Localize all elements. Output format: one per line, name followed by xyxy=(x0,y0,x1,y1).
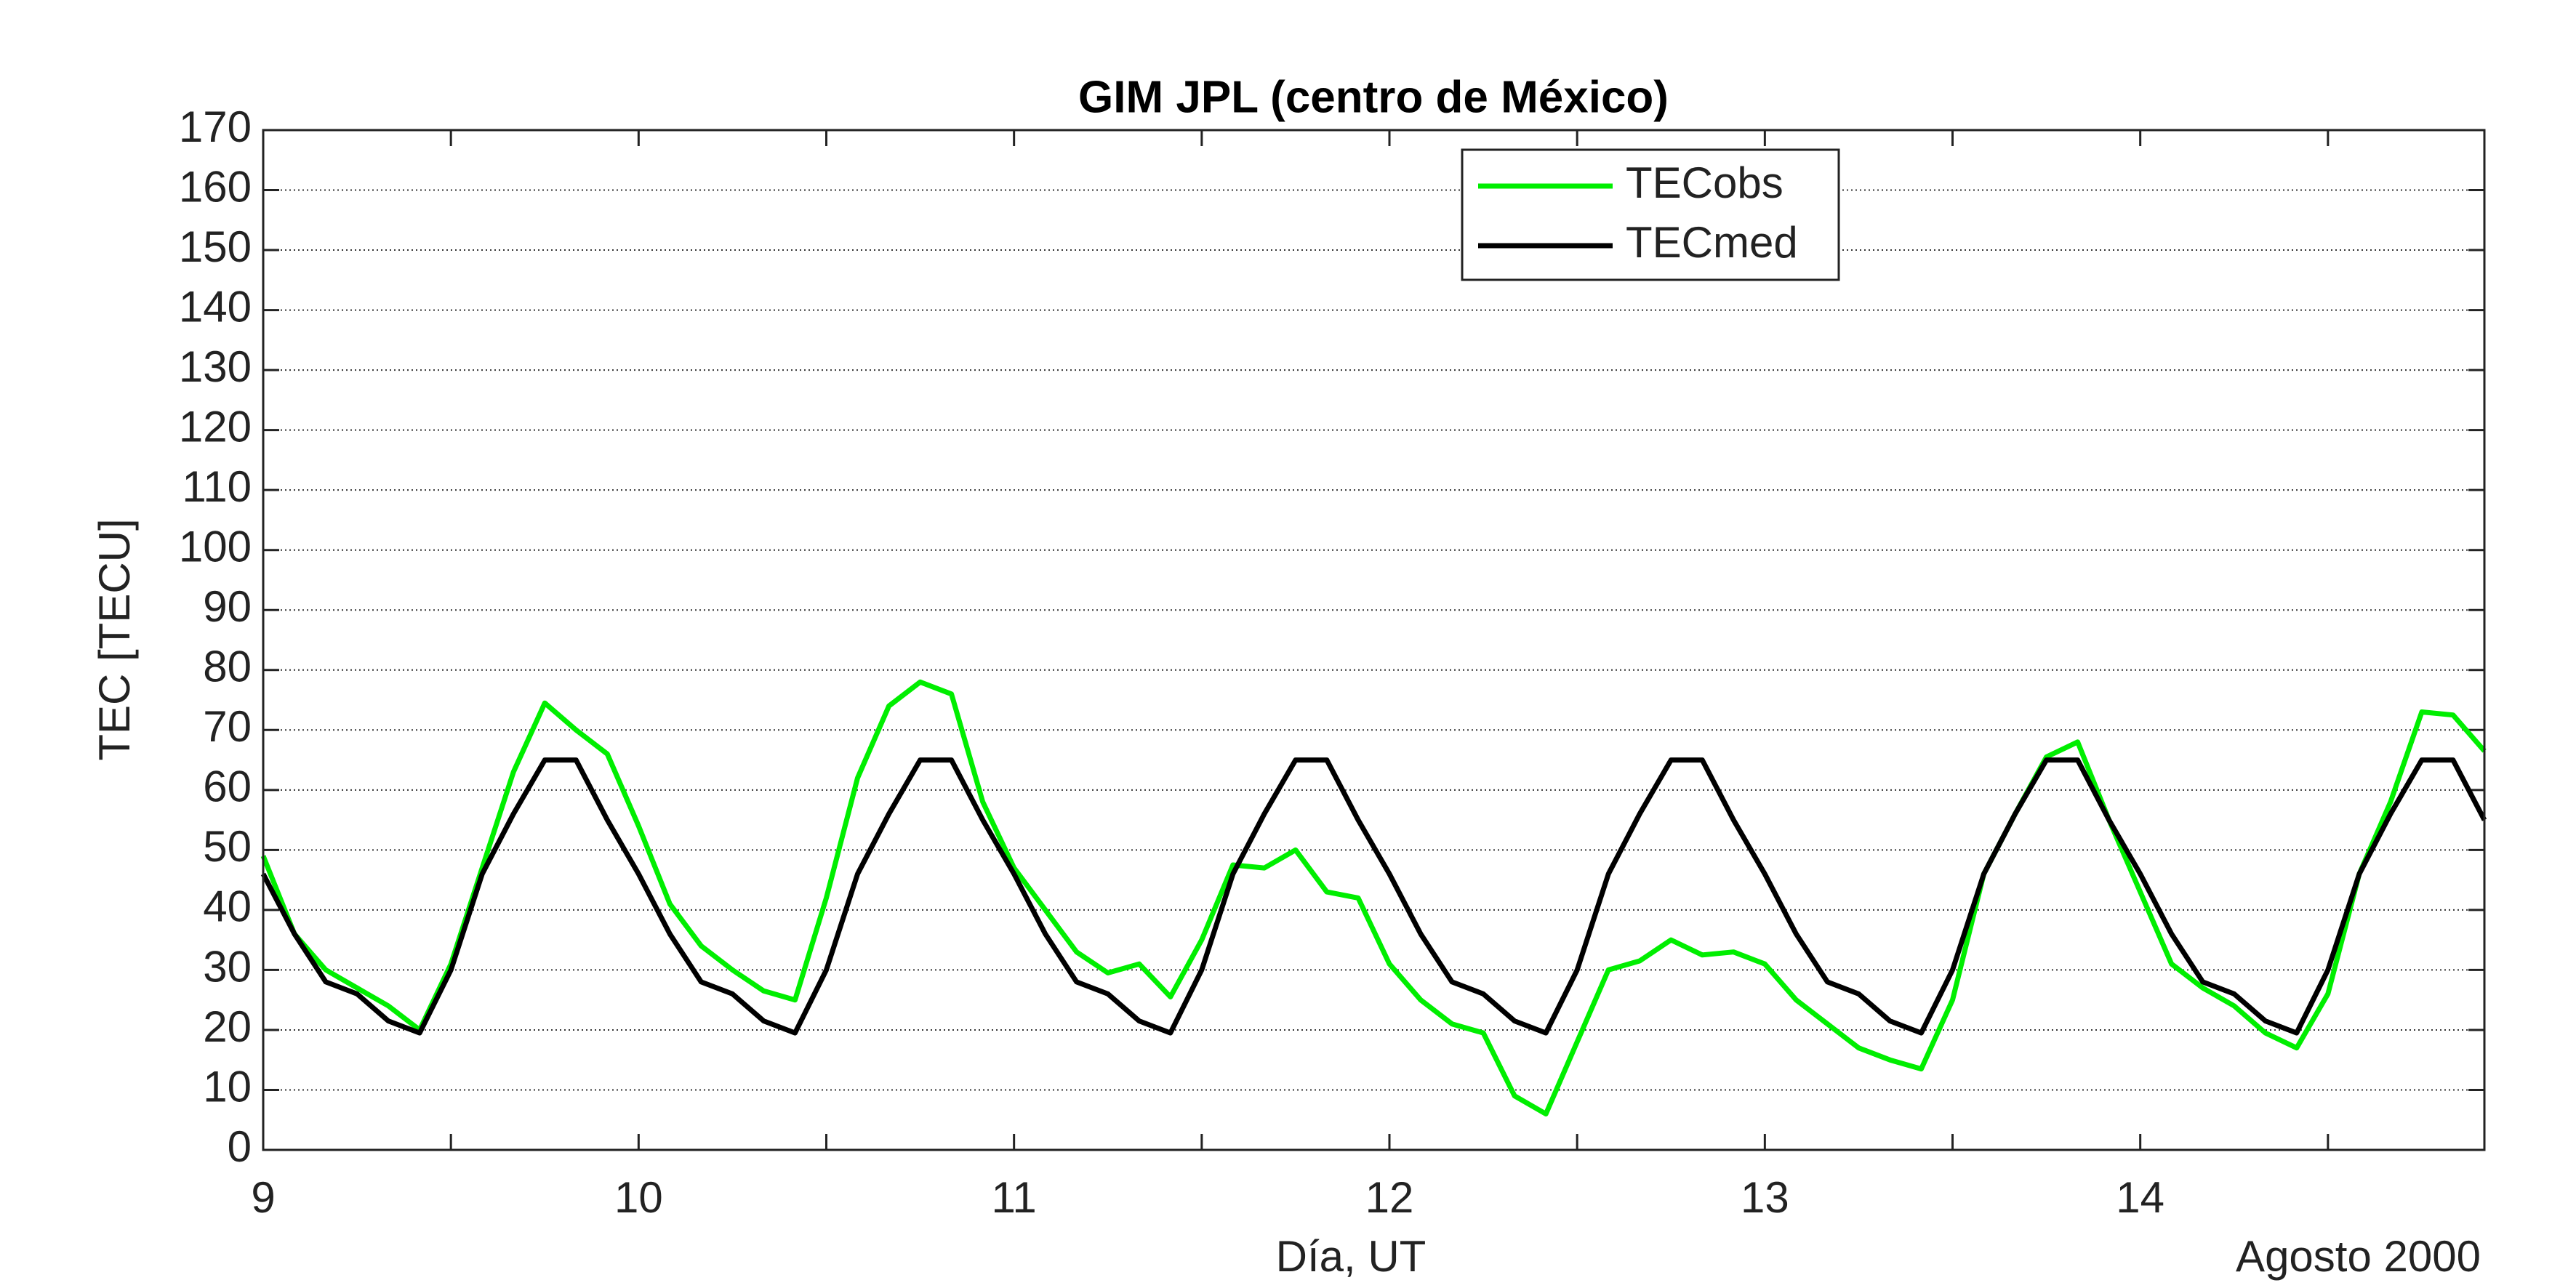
y-tick-label: 10 xyxy=(203,1062,252,1111)
y-tick-label: 50 xyxy=(203,822,252,871)
y-tick-label: 80 xyxy=(203,643,252,691)
y-axis-label: TEC [TECU] xyxy=(90,518,139,760)
y-tick-label: 170 xyxy=(179,102,252,151)
x-tick-label: 12 xyxy=(1365,1173,1414,1222)
plot-frame xyxy=(262,129,2486,1151)
y-tick-label: 110 xyxy=(182,462,252,511)
y-tick-label: 0 xyxy=(228,1122,252,1171)
legend-label: TECobs xyxy=(1626,158,1783,207)
data-line xyxy=(260,757,2487,1036)
y-tick-label: 140 xyxy=(179,282,252,331)
y-tick-label: 20 xyxy=(203,1002,252,1051)
y-tick-label: 130 xyxy=(179,342,252,391)
y-tick-label: 90 xyxy=(203,582,252,631)
y-tick-label: 60 xyxy=(203,762,252,811)
legend: TECobs TECmed xyxy=(1461,148,1840,281)
legend-box xyxy=(1461,148,1840,281)
x-tick-label: 9 xyxy=(251,1173,275,1222)
chart-title: GIM JPL (centro de México) xyxy=(1078,72,1669,122)
y-tick-label: 100 xyxy=(179,523,252,571)
y-tick-label: 120 xyxy=(179,402,252,451)
y-tick-label: 30 xyxy=(203,942,252,991)
y-tick-label: 150 xyxy=(179,222,252,271)
x-tick-label: 10 xyxy=(614,1173,663,1222)
y-tick-label: 160 xyxy=(179,162,252,211)
x-tick-label: 14 xyxy=(2116,1173,2164,1222)
y-tick-label: 40 xyxy=(203,882,252,931)
y-tick-label: 70 xyxy=(203,702,252,751)
x-axis-label: Día, UT xyxy=(1276,1232,1427,1281)
legend-label: TECmed xyxy=(1626,218,1798,267)
annotation: Agosto 2000 xyxy=(2236,1232,2481,1281)
x-tick-label: 11 xyxy=(992,1173,1037,1222)
x-tick-label: 13 xyxy=(1741,1173,1789,1222)
